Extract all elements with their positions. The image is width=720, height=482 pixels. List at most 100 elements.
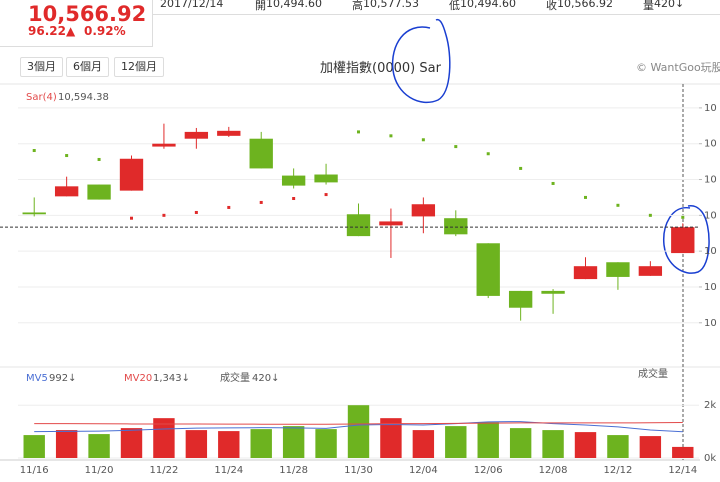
volume-bar — [412, 430, 435, 458]
volume-bar — [477, 422, 499, 458]
stat-label: 低 — [449, 0, 460, 12]
sar-dot — [97, 157, 101, 161]
x-tick-label: 11/22 — [150, 465, 179, 476]
volume-bar — [185, 430, 208, 458]
legend-name: 成交量 — [220, 371, 250, 384]
stat-value: 10,494.60 — [266, 0, 322, 10]
legend-name: MV5 — [26, 373, 48, 384]
volume-bar — [672, 446, 694, 458]
x-tick-label: 11/30 — [344, 465, 373, 476]
volume-bar — [88, 434, 110, 458]
stat-label: 高 — [352, 0, 363, 12]
volume-bar — [55, 430, 78, 458]
range-button[interactable]: 12個月 — [114, 57, 164, 77]
sar-dot — [357, 130, 360, 134]
y-tick-label: 10 — [704, 175, 717, 186]
sar-dot — [519, 166, 523, 170]
range-button[interactable]: 6個月 — [66, 57, 109, 77]
volume-bar — [574, 432, 597, 458]
sar-dot — [584, 195, 587, 199]
x-tick-label: 11/16 — [20, 465, 49, 476]
candle-body — [379, 221, 403, 226]
volume-bar — [509, 428, 532, 458]
candle-body — [281, 175, 306, 186]
sar-dot — [130, 216, 133, 220]
sar-dot — [324, 193, 328, 197]
x-tick-label: 12/08 — [539, 465, 568, 476]
candle-body — [444, 218, 468, 235]
candle-body — [411, 204, 436, 217]
x-tick-label: 12/04 — [409, 465, 438, 476]
stat-value: 10,577.53 — [363, 0, 419, 10]
copyright: © WantGoo玩股 — [636, 61, 720, 74]
legend-value: 992↓ — [49, 373, 76, 384]
sar-dot — [259, 200, 263, 204]
volume-bar — [218, 431, 240, 458]
sar-dot — [551, 181, 555, 185]
sar-dot — [292, 197, 296, 201]
stat-label: 開 — [255, 0, 266, 12]
ma-line — [34, 421, 683, 433]
y-tick-label: 10 — [704, 282, 717, 293]
volume-bar — [445, 426, 467, 458]
price-percent: 0.92% — [84, 24, 126, 38]
x-tick-label: 11/20 — [85, 465, 114, 476]
legend-value: 10,594.38 — [58, 92, 109, 103]
candle-body — [217, 130, 241, 136]
y-tick-label: 10 — [704, 210, 717, 221]
sar-dot — [648, 213, 652, 217]
candle-body — [152, 143, 176, 147]
annotation-circle — [663, 205, 710, 274]
sar-dot — [32, 149, 36, 153]
legend-value: 1,343↓ — [153, 373, 190, 384]
y-tick-label: 0k — [704, 453, 716, 464]
volume-bar — [639, 436, 662, 458]
candle-body — [54, 186, 79, 197]
candle-body — [476, 243, 500, 296]
x-tick-label: 11/28 — [279, 465, 308, 476]
sar-dot — [162, 213, 166, 217]
y-tick-label: 10 — [704, 246, 717, 257]
candle-body — [671, 227, 695, 254]
chart-title: 加權指數(0000) Sar — [320, 61, 441, 76]
candle-body — [184, 131, 209, 139]
stat-value: 10,494.60 — [460, 0, 516, 10]
x-tick-label: 12/12 — [604, 465, 633, 476]
volume-bar — [282, 426, 305, 458]
volume-bar — [250, 429, 272, 458]
candle-body — [249, 138, 273, 169]
legend-value: 420↓ — [252, 373, 279, 384]
volume-bar — [347, 405, 370, 458]
stat-label: 收 — [546, 0, 557, 12]
x-tick-label: 12/14 — [668, 465, 697, 476]
x-tick-label: 12/06 — [474, 465, 503, 476]
candle-body — [606, 262, 630, 277]
sar-dot — [421, 138, 425, 142]
sar-dot — [454, 145, 458, 149]
sar-dot — [681, 215, 685, 219]
ma-line — [34, 422, 683, 425]
range-button[interactable]: 3個月 — [20, 57, 63, 77]
sar-dot — [194, 210, 198, 214]
candle-body — [508, 290, 533, 308]
y-tick-label: 10 — [704, 318, 717, 329]
legend-name: MV20 — [124, 373, 152, 384]
candle-body — [87, 184, 111, 200]
sar-dot — [389, 134, 393, 138]
volume-bar — [153, 418, 175, 458]
volume-bar — [23, 435, 45, 458]
y-tick-label: 2k — [704, 400, 716, 411]
stat-value: 10,566.92 — [557, 0, 613, 10]
legend-name: Sar(4) — [26, 92, 57, 103]
y-tick-label: 10 — [704, 103, 717, 114]
volume-bar — [120, 428, 143, 458]
stat-label: 量 — [643, 0, 654, 12]
annotation-circle — [391, 18, 451, 104]
candle-body — [638, 266, 663, 276]
sar-dot — [65, 154, 69, 158]
candle-body — [541, 290, 565, 294]
sar-dot — [616, 203, 620, 207]
volume-bar — [380, 418, 402, 458]
stat-bar — [152, 0, 720, 15]
